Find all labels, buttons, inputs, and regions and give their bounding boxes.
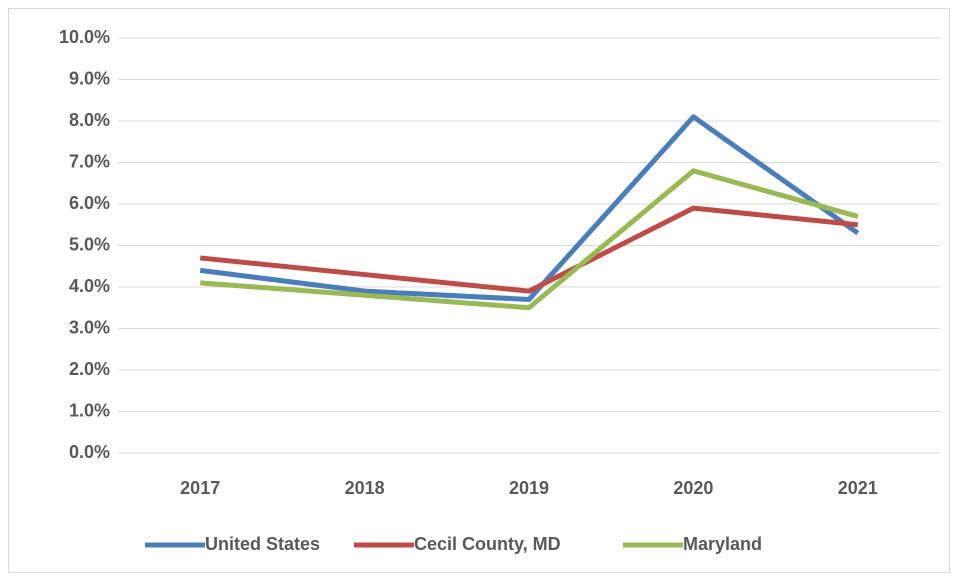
legend-label: United States [205,534,320,554]
series-line [199,114,860,302]
x-tick-label: 2019 [509,478,549,498]
y-tick-label: 3.0% [69,317,110,337]
y-tick-label: 1.0% [69,400,110,420]
y-tick-label: 7.0% [69,151,110,171]
y-tick-label: 0.0% [69,442,110,462]
y-tick-label: 5.0% [69,234,110,254]
x-tick-label: 2018 [345,478,385,498]
y-tick-label: 10.0% [59,27,110,47]
chart-border [8,8,950,573]
legend-label: Maryland [683,534,762,554]
x-tick-label: 2021 [838,478,878,498]
legend-label: Cecil County, MD [414,534,561,554]
x-tick-label: 2017 [180,478,220,498]
x-tick-label: 2020 [673,478,713,498]
series-line [199,205,859,294]
y-tick-label: 2.0% [69,359,110,379]
y-tick-label: 9.0% [69,68,110,88]
y-tick-label: 4.0% [69,276,110,296]
series-line [200,168,859,311]
y-tick-label: 6.0% [69,193,110,213]
y-tick-label: 8.0% [69,110,110,130]
